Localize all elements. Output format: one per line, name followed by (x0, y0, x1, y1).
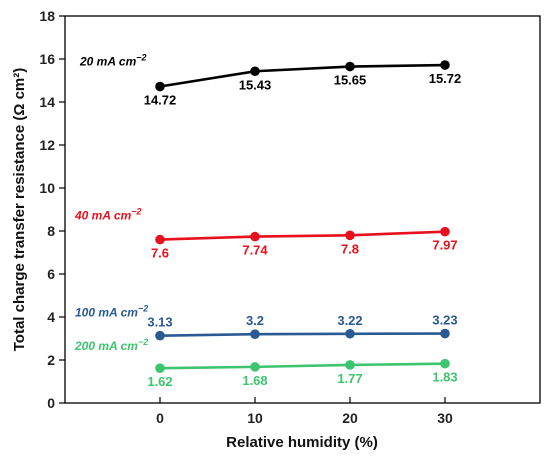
series-name-label: 40 mA cm−2 (74, 207, 142, 223)
series-line (159, 63, 446, 88)
x-tick-label: 30 (437, 410, 453, 426)
data-point (440, 328, 450, 339)
series-name-label: 20 mA cm−2 (79, 53, 147, 69)
y-tick-label: 6 (47, 266, 55, 282)
plot-frame (64, 15, 541, 404)
x-axis-title: Relative humidity (%) (226, 434, 378, 451)
data-label: 3.22 (337, 313, 362, 328)
series-3: 1.62 1.68 1.77 1.83 200 mA cm−2 (74, 337, 458, 389)
series-line (159, 230, 446, 241)
data-point (155, 234, 165, 245)
data-label: 15.43 (239, 77, 272, 92)
data-label: 1.68 (242, 373, 267, 388)
data-point (155, 81, 165, 92)
series-name: 200 mA cm (74, 339, 138, 353)
data-point (250, 66, 260, 77)
data-label: 15.65 (334, 73, 367, 88)
y-tick-label: 14 (39, 94, 55, 110)
data-label: 7.8 (341, 241, 359, 256)
series-name-superscript: −2 (136, 53, 146, 63)
x-tick-label: 0 (156, 410, 164, 426)
series-name: 20 mA cm (79, 55, 137, 69)
data-point (250, 231, 260, 242)
series-name-label: 200 mA cm−2 (74, 337, 148, 353)
y-tick-label: 16 (39, 51, 55, 67)
data-label: 7.74 (242, 243, 268, 258)
data-point (345, 328, 355, 339)
series-line (159, 332, 446, 338)
data-label: 3.13 (147, 315, 172, 330)
series-0: 14.72 15.43 15.65 15.72 20 mA cm−2 (79, 53, 461, 108)
data-point (345, 230, 355, 241)
series-2: 3.13 3.2 3.22 3.23 100 mA cm−2 (75, 304, 458, 341)
series-1: 7.6 7.74 7.8 7.97 40 mA cm−2 (74, 207, 458, 261)
data-point (440, 226, 450, 237)
y-tick-label: 4 (47, 309, 55, 325)
data-point (250, 329, 260, 340)
y-axis: 0 2 4 6 8 10 12 14 16 18 (39, 8, 65, 411)
y-axis-title: Total charge transfer resistance (Ω cm²) (11, 68, 28, 352)
series-name-superscript: −2 (138, 304, 148, 314)
y-tick-label: 12 (39, 137, 55, 153)
data-point (155, 363, 165, 373)
data-label: 15.72 (429, 71, 462, 86)
data-label: 3.23 (432, 313, 457, 328)
data-label: 14.72 (144, 93, 177, 108)
x-tick-label: 10 (247, 410, 263, 426)
data-point (345, 360, 355, 370)
series-line (159, 362, 446, 370)
data-label: 1.62 (147, 374, 172, 389)
data-label: 1.77 (337, 371, 362, 386)
data-point (345, 61, 355, 72)
x-axis: 0 10 20 30 (156, 397, 453, 426)
series-name-superscript: −2 (138, 337, 148, 347)
series-name-label: 100 mA cm−2 (75, 304, 148, 320)
data-label: 7.6 (151, 246, 169, 261)
x-tick-label: 20 (342, 410, 358, 426)
y-tick-label: 8 (47, 223, 55, 239)
data-label: 1.83 (432, 370, 457, 385)
data-point (440, 60, 450, 70)
data-point (440, 358, 450, 369)
data-label: 3.2 (246, 313, 264, 328)
y-tick-label: 0 (47, 395, 55, 411)
y-tick-label: 18 (39, 8, 55, 24)
y-tick-label: 10 (39, 180, 55, 196)
data-point (250, 362, 260, 372)
series-name: 40 mA cm (74, 209, 132, 223)
series-name: 100 mA cm (75, 306, 138, 320)
series-name-superscript: −2 (131, 207, 141, 217)
data-point (155, 330, 165, 341)
data-label: 7.97 (432, 238, 457, 253)
y-tick-label: 2 (47, 352, 55, 368)
